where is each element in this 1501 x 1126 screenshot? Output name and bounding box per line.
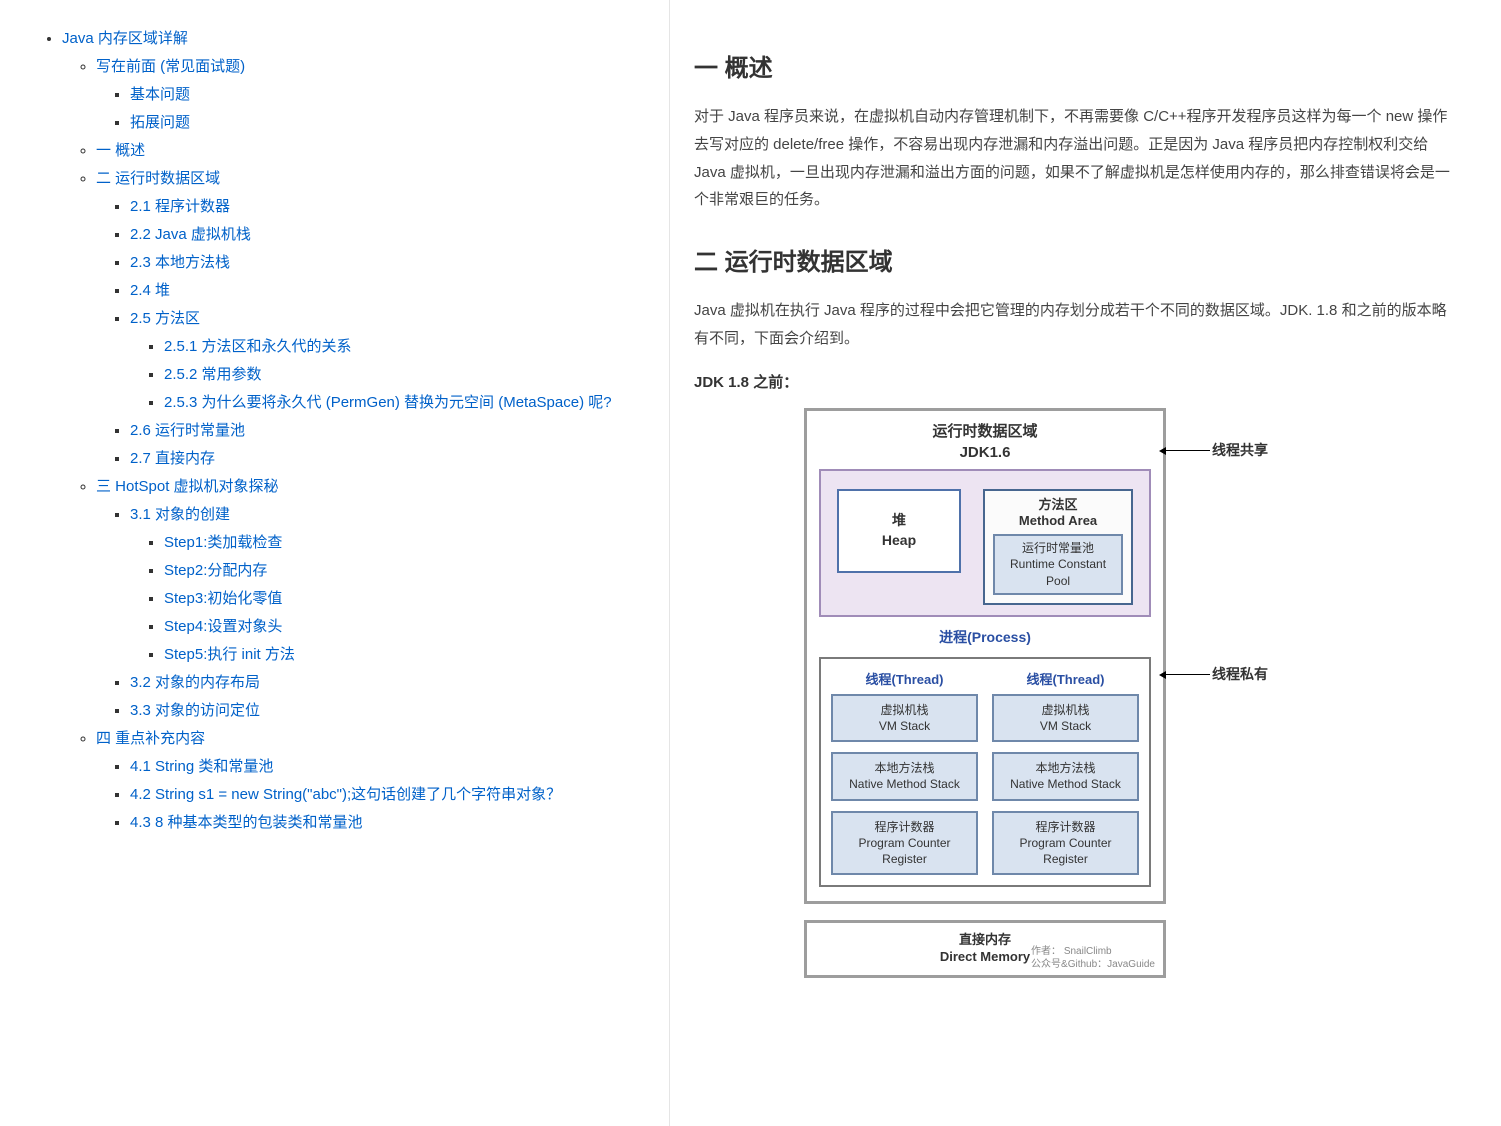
toc-item: 2.5 方法区 2.5.1 方法区和永久代的关系 2.5.2 常用参数 2.5.3 为…	[130, 300, 649, 412]
toc-link[interactable]: 2.5.1 方法区和永久代的关系	[164, 338, 352, 355]
toc-link[interactable]: 2.5 方法区	[130, 310, 200, 327]
toc-link[interactable]: 3.2 对象的内存布局	[130, 674, 260, 691]
toc-item: 2.2 Java 虚拟机栈	[130, 216, 649, 244]
pc-register-box: 程序计数器Program Counter Register	[831, 811, 978, 876]
vm-stack-box: 虚拟机栈VM Stack	[992, 694, 1139, 742]
label-jdk18-before: JDK 1.8 之前：	[694, 371, 1461, 392]
toc-link[interactable]: 3.3 对象的访问定位	[130, 702, 260, 719]
toc-item: 二 运行时数据区域 2.1 程序计数器 2.2 Java 虚拟机栈 2.3 本地方法栈…	[96, 160, 649, 468]
toc-link[interactable]: Step2:分配内存	[164, 562, 267, 579]
toc-item: 2.5.1 方法区和永久代的关系	[164, 328, 649, 356]
toc-link[interactable]: 2.4 堆	[130, 282, 170, 299]
label-thread-shared: 线程共享	[1212, 440, 1268, 460]
toc-item: 基本问题	[130, 76, 649, 104]
toc-item: 4.2 String s1 = new String("abc");这句话创建了…	[130, 776, 649, 804]
toc-item: 2.1 程序计数器	[130, 188, 649, 216]
native-stack-box: 本地方法栈Native Method Stack	[992, 752, 1139, 800]
thread-col-2: 线程(Thread) 虚拟机栈VM Stack 本地方法栈Native Meth…	[992, 669, 1139, 875]
heap-box: 堆 Heap	[837, 489, 961, 573]
toc-link[interactable]: 4.3 8 种基本类型的包装类和常量池	[130, 814, 363, 831]
toc-link[interactable]: 3.1 对象的创建	[130, 506, 230, 523]
toc-link[interactable]: Step5:执行 init 方法	[164, 646, 295, 663]
toc-item: 2.5.3 为什么要将永久代 (PermGen) 替换为元空间 (MetaSpa…	[164, 384, 649, 412]
label-thread-private: 线程私有	[1212, 664, 1268, 684]
toc-item: 2.7 直接内存	[130, 440, 649, 468]
toc-list: Java 内存区域详解 写在前面 (常见面试题)基本问题拓展问题一 概述二 运行…	[28, 20, 649, 832]
toc-link[interactable]: 2.3 本地方法栈	[130, 254, 230, 271]
arrow-private	[1166, 674, 1210, 675]
toc-item: 3.1 对象的创建 Step1:类加载检查 Step2:分配内存 Step3:初始化零…	[130, 496, 649, 664]
toc-link[interactable]: 2.2 Java 虚拟机栈	[130, 226, 251, 243]
threads-box: 线程(Thread) 虚拟机栈VM Stack 本地方法栈Native Meth…	[819, 657, 1151, 887]
toc-link[interactable]: Step3:初始化零值	[164, 590, 282, 607]
toc-item: 写在前面 (常见面试题) 基本问题拓展问题	[96, 48, 649, 132]
runtime-constant-pool-box: 运行时常量池 Runtime Constant Pool	[993, 534, 1123, 595]
toc-link[interactable]: 2.6 运行时常量池	[130, 422, 245, 439]
diagram-credit: 作者： SnailClimb 公众号&Github：JavaGuide	[1031, 945, 1155, 971]
toc-item: 3.2 对象的内存布局	[130, 664, 649, 692]
toc-panel: Java 内存区域详解 写在前面 (常见面试题)基本问题拓展问题一 概述二 运行…	[0, 0, 670, 1126]
direct-memory-box: 直接内存 Direct Memory 作者： SnailClimb 公众号&Gi…	[804, 920, 1166, 978]
vm-stack-box: 虚拟机栈VM Stack	[831, 694, 978, 742]
toc-link[interactable]: Step4:设置对象头	[164, 618, 282, 635]
toc-link[interactable]: 拓展问题	[130, 114, 190, 131]
pc-register-box: 程序计数器Program Counter Register	[992, 811, 1139, 876]
toc-item: 4.1 String 类和常量池	[130, 748, 649, 776]
heading-overview: 一 概述	[694, 48, 1461, 83]
toc-link[interactable]: 基本问题	[130, 86, 190, 103]
toc-item: 2.6 运行时常量池	[130, 412, 649, 440]
toc-link[interactable]: 四 重点补充内容	[96, 730, 205, 747]
toc-item: 一 概述	[96, 132, 649, 160]
toc-link[interactable]: Step1:类加载检查	[164, 534, 282, 551]
toc-link[interactable]: 2.1 程序计数器	[130, 198, 230, 215]
toc-link[interactable]: 三 HotSpot 虚拟机对象探秘	[96, 478, 279, 495]
toc-item: 2.5.2 常用参数	[164, 356, 649, 384]
toc-item: Step1:类加载检查	[164, 524, 649, 552]
process-label: 进程(Process)	[819, 627, 1151, 647]
diagram-title: 运行时数据区域 JDK1.6	[819, 421, 1151, 463]
toc-item: 3.3 对象的访问定位	[130, 692, 649, 720]
toc-item: 拓展问题	[130, 104, 649, 132]
para-overview: 对于 Java 程序员来说，在虚拟机自动内存管理机制下，不再需要像 C/C++程…	[694, 103, 1461, 214]
toc-item: Step5:执行 init 方法	[164, 636, 649, 664]
thread-title: 线程(Thread)	[831, 669, 978, 688]
toc-item: 三 HotSpot 虚拟机对象探秘 3.1 对象的创建 Step1:类加载检查 Ste…	[96, 468, 649, 720]
arrow-shared	[1166, 450, 1210, 451]
toc-link[interactable]: 2.5.3 为什么要将永久代 (PermGen) 替换为元空间 (MetaSpa…	[164, 394, 612, 411]
toc-link[interactable]: 2.7 直接内存	[130, 450, 215, 467]
toc-item: 四 重点补充内容 4.1 String 类和常量池 4.2 String s1 = …	[96, 720, 649, 832]
toc-link[interactable]: 一 概述	[96, 142, 145, 159]
heading-runtime-areas: 二 运行时数据区域	[694, 242, 1461, 277]
toc-link[interactable]: 写在前面 (常见面试题)	[96, 58, 245, 75]
thread-title: 线程(Thread)	[992, 669, 1139, 688]
shared-area-box: 堆 Heap 方法区 Method Area 运行时常量池 Runtime Co…	[819, 469, 1151, 617]
thread-col-1: 线程(Thread) 虚拟机栈VM Stack 本地方法栈Native Meth…	[831, 669, 978, 875]
toc-item: Step3:初始化零值	[164, 580, 649, 608]
method-area-box: 方法区 Method Area 运行时常量池 Runtime Constant …	[983, 489, 1133, 605]
toc-item: 4.3 8 种基本类型的包装类和常量池	[130, 804, 649, 832]
toc-root-item: Java 内存区域详解 写在前面 (常见面试题)基本问题拓展问题一 概述二 运行…	[62, 20, 649, 832]
jvm-memory-diagram: 线程共享 线程私有 运行时数据区域 JDK1.6 堆 Heap	[804, 408, 1364, 979]
toc-item: 2.3 本地方法栈	[130, 244, 649, 272]
toc-link[interactable]: 2.5.2 常用参数	[164, 366, 262, 383]
toc-link[interactable]: 二 运行时数据区域	[96, 170, 220, 187]
diagram-main-box: 运行时数据区域 JDK1.6 堆 Heap 方法区 Method Area	[804, 408, 1166, 905]
toc-link[interactable]: 4.1 String 类和常量池	[130, 758, 273, 775]
toc-item: 2.4 堆	[130, 272, 649, 300]
page-root: Java 内存区域详解 写在前面 (常见面试题)基本问题拓展问题一 概述二 运行…	[0, 0, 1501, 1126]
toc-root-link[interactable]: Java 内存区域详解	[62, 30, 188, 47]
toc-item: Step4:设置对象头	[164, 608, 649, 636]
content-panel: 一 概述 对于 Java 程序员来说，在虚拟机自动内存管理机制下，不再需要像 C…	[670, 0, 1501, 1126]
toc-item: Step2:分配内存	[164, 552, 649, 580]
para-runtime-areas: Java 虚拟机在执行 Java 程序的过程中会把它管理的内存划分成若干个不同的…	[694, 297, 1461, 353]
toc-link[interactable]: 4.2 String s1 = new String("abc");这句话创建了…	[130, 786, 561, 803]
native-stack-box: 本地方法栈Native Method Stack	[831, 752, 978, 800]
